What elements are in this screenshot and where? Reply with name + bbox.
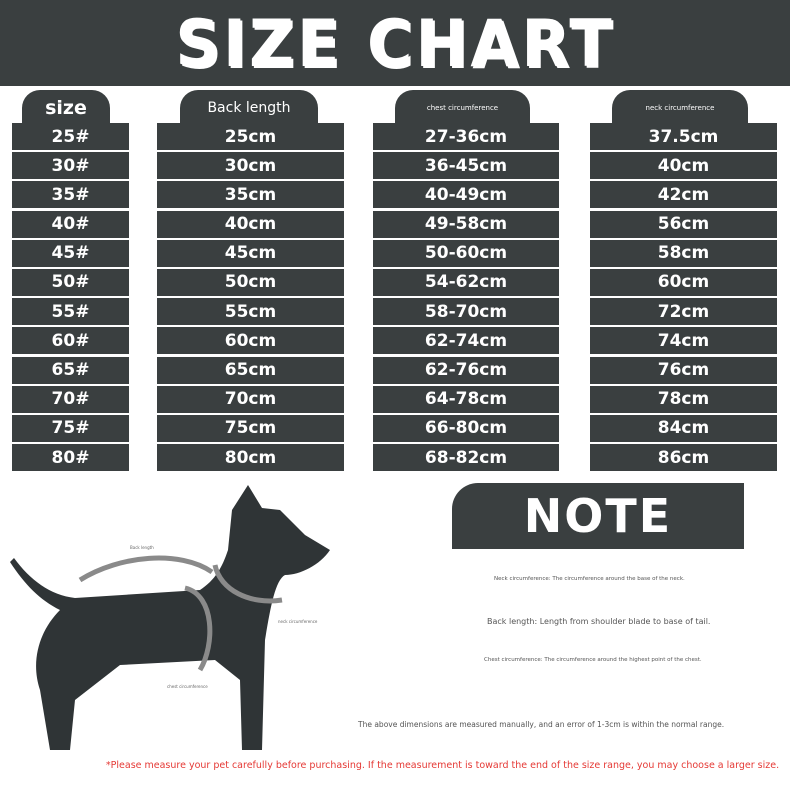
table-cell: 27-36cm: [373, 123, 559, 150]
table-cell: 50#: [12, 268, 129, 296]
table-cell: 50-60cm: [373, 239, 559, 267]
table-cell: 75cm: [157, 414, 344, 442]
table-cell: 30#: [12, 152, 129, 180]
column-header-neck: neck circumference: [612, 90, 748, 126]
table-cell: 70cm: [157, 385, 344, 413]
table-cell: 60cm: [590, 268, 777, 296]
table-cell: 75#: [12, 414, 129, 442]
table-cell: 65#: [12, 356, 129, 384]
table-cell: 35cm: [157, 181, 344, 209]
table-cell: 68-82cm: [373, 444, 559, 472]
table-cell: 86cm: [590, 444, 777, 472]
table-cell: 62-74cm: [373, 327, 559, 355]
table-cell: 76cm: [590, 356, 777, 384]
table-cell: 42cm: [590, 181, 777, 209]
table-cell: 70#: [12, 385, 129, 413]
table-cell: 60cm: [157, 327, 344, 355]
table-cell: 84cm: [590, 414, 777, 442]
table-cell: 25#: [12, 123, 129, 150]
table-cell: 36-45cm: [373, 152, 559, 180]
table-cell: 35#: [12, 181, 129, 209]
table-cell: 80cm: [157, 444, 344, 472]
table-cell: 55cm: [157, 298, 344, 326]
table-cell: 54-62cm: [373, 268, 559, 296]
table-cell: 25cm: [157, 123, 344, 150]
table-cell: 45#: [12, 239, 129, 267]
table-cell: 40cm: [157, 210, 344, 238]
note-error: The above dimensions are measured manual…: [358, 720, 725, 729]
back-length-label: Back length: [130, 545, 154, 550]
dog-silhouette: [10, 485, 330, 750]
table-cell: 50cm: [157, 268, 344, 296]
chest-arrow: [184, 585, 213, 672]
neck-arrow: [212, 564, 283, 604]
table-cell: 40cm: [590, 152, 777, 180]
table-cell: 56cm: [590, 210, 777, 238]
table-cell: 30cm: [157, 152, 344, 180]
table-cell: 58cm: [590, 239, 777, 267]
page-title: SIZE CHART: [175, 4, 615, 82]
table-cell: 66-80cm: [373, 414, 559, 442]
table-cell: 74cm: [590, 327, 777, 355]
neck-label: neck circumference: [278, 619, 318, 624]
note-back: Back length: Length from shoulder blade …: [487, 617, 711, 626]
table-cell: 40-49cm: [373, 181, 559, 209]
note-chest: Chest circumference: The circumference a…: [484, 657, 702, 663]
note-neck: Neck circumference: The circumference ar…: [494, 576, 685, 582]
table-cell: 62-76cm: [373, 356, 559, 384]
column-header-back-length: Back length: [180, 90, 318, 126]
table-cell: 65cm: [157, 356, 344, 384]
table-cell: 55#: [12, 298, 129, 326]
header-banner: SIZE CHART: [0, 0, 790, 86]
table-cell: 64-78cm: [373, 385, 559, 413]
chest-label: chest circumference: [167, 684, 208, 689]
table-cell: 60#: [12, 327, 129, 355]
column-header-chest: chest circumference: [395, 90, 530, 126]
note-heading: NOTE: [452, 483, 744, 549]
table-cell: 45cm: [157, 239, 344, 267]
table-cell: 72cm: [590, 298, 777, 326]
table-cell: 37.5cm: [590, 123, 777, 150]
table-cell: 78cm: [590, 385, 777, 413]
table-cell: 40#: [12, 210, 129, 238]
table-cell: 49-58cm: [373, 210, 559, 238]
back-length-arrow: [78, 555, 214, 583]
warning-text: *Please measure your pet carefully befor…: [105, 760, 780, 771]
column-header-size: size: [22, 90, 110, 126]
table-cell: 58-70cm: [373, 298, 559, 326]
dog-measurement-diagram: [10, 485, 330, 750]
table-cell: 80#: [12, 444, 129, 472]
